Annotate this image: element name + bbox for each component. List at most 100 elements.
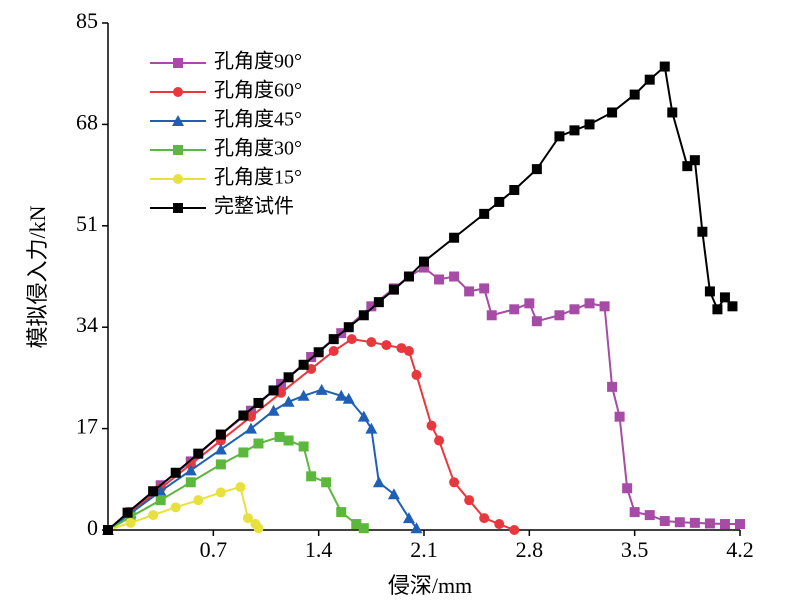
marker (298, 359, 309, 370)
marker (419, 256, 429, 267)
marker (403, 346, 414, 357)
marker (494, 519, 505, 530)
marker (242, 513, 253, 524)
marker (396, 343, 407, 354)
marker (253, 523, 264, 534)
legend-label: 孔角度60° (214, 79, 302, 102)
marker (479, 283, 490, 294)
y-tick-label: 0 (87, 515, 98, 540)
marker (276, 387, 287, 398)
marker (235, 482, 246, 493)
marker (689, 155, 700, 166)
marker (103, 525, 113, 535)
marker (306, 471, 317, 482)
marker (283, 435, 294, 446)
series-line (107, 388, 418, 531)
marker (689, 517, 700, 528)
marker (358, 310, 369, 321)
marker (719, 292, 730, 303)
marker (245, 405, 256, 416)
marker (306, 352, 317, 363)
marker (215, 487, 226, 498)
marker (238, 447, 249, 458)
marker (599, 301, 610, 312)
marker (464, 286, 475, 297)
marker (387, 488, 400, 500)
marker (381, 340, 392, 351)
marker (644, 74, 655, 85)
marker (122, 507, 133, 518)
marker (449, 477, 460, 488)
marker (313, 347, 324, 358)
marker (629, 507, 640, 518)
marker (629, 89, 640, 100)
marker (335, 389, 348, 401)
marker (306, 363, 317, 374)
marker (357, 410, 370, 422)
marker (719, 519, 730, 530)
x-tick-label: 4.2 (726, 537, 754, 562)
marker (727, 301, 738, 312)
marker (238, 410, 249, 421)
marker (148, 486, 159, 497)
marker (170, 502, 181, 513)
marker (584, 298, 595, 309)
marker (328, 346, 339, 357)
marker (358, 523, 369, 534)
marker (193, 448, 204, 459)
marker (193, 495, 204, 506)
marker (268, 385, 279, 396)
marker (682, 161, 693, 172)
marker (214, 443, 227, 455)
marker (434, 435, 445, 446)
marker (170, 467, 181, 478)
marker (697, 226, 708, 237)
marker (479, 208, 490, 219)
marker (366, 301, 377, 312)
x-tick-label: 2.8 (516, 537, 544, 562)
y-tick-label: 68 (76, 109, 98, 134)
marker (155, 495, 166, 506)
marker (215, 429, 226, 440)
marker (659, 516, 670, 527)
x-axis-label: 侵深/mm (388, 573, 472, 598)
marker (509, 185, 520, 196)
marker (614, 411, 625, 422)
marker (531, 316, 542, 327)
y-tick-label: 34 (76, 312, 98, 337)
legend-label: 孔角度90° (214, 50, 302, 73)
marker (388, 284, 399, 295)
marker (674, 517, 685, 528)
series-line (107, 338, 515, 531)
marker (735, 519, 745, 530)
marker (365, 422, 378, 434)
marker (215, 459, 226, 470)
marker (342, 392, 355, 404)
marker (569, 304, 580, 315)
marker (410, 522, 423, 534)
marker (403, 271, 414, 282)
marker (607, 381, 618, 392)
legend-label: 孔角度30° (214, 137, 302, 160)
marker (274, 431, 285, 442)
marker (298, 441, 309, 452)
marker (659, 61, 670, 72)
marker (509, 525, 520, 535)
marker (402, 512, 415, 524)
marker (712, 304, 723, 315)
marker (667, 107, 678, 118)
marker (464, 495, 475, 506)
y-tick-label: 17 (76, 414, 98, 439)
marker (704, 518, 715, 529)
marker (479, 513, 490, 524)
y-axis-label: 模拟侵入力/kN (25, 205, 50, 348)
marker (584, 119, 595, 130)
marker (297, 389, 310, 401)
marker (184, 464, 197, 476)
marker (245, 411, 256, 422)
marker (172, 115, 184, 126)
marker (351, 519, 362, 530)
y-tick-label: 85 (76, 8, 98, 33)
marker (644, 510, 655, 521)
